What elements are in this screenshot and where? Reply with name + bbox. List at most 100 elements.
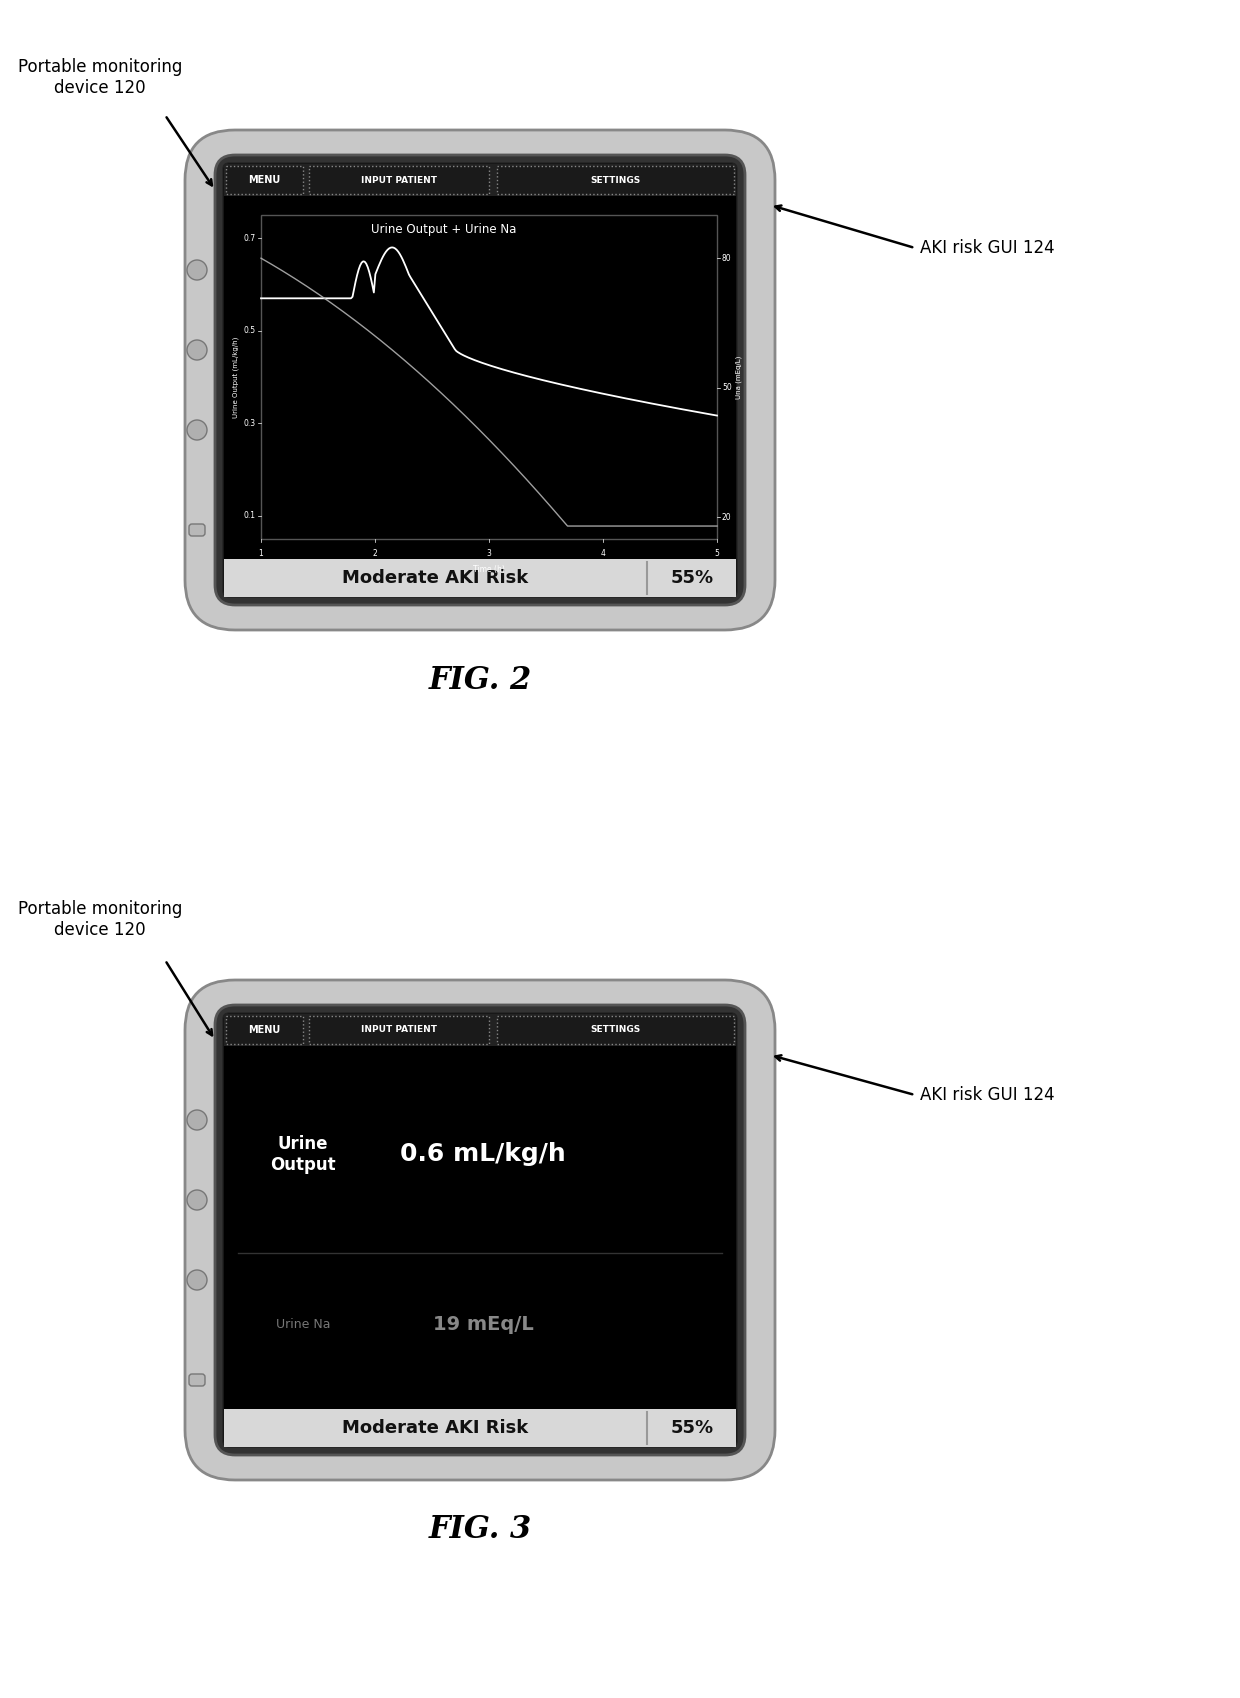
Point	[707, 1058, 727, 1085]
Point	[697, 1370, 717, 1397]
Point	[250, 1060, 270, 1087]
Point	[418, 253, 438, 280]
Point	[409, 1178, 429, 1206]
Point	[662, 1029, 682, 1056]
Point	[532, 531, 552, 559]
Point	[295, 367, 315, 394]
Point	[463, 520, 482, 547]
Point	[288, 180, 308, 207]
Point	[288, 1189, 308, 1216]
Point	[529, 1304, 549, 1331]
Point	[228, 163, 248, 190]
Point	[260, 1338, 280, 1365]
Point	[523, 365, 543, 392]
Point	[708, 533, 728, 560]
Point	[346, 1151, 366, 1178]
Point	[621, 173, 641, 200]
Point	[335, 280, 355, 307]
Point	[587, 222, 606, 250]
Point	[303, 177, 322, 204]
Point	[305, 1248, 325, 1275]
Point	[438, 1184, 458, 1211]
Point	[543, 1133, 563, 1160]
Point	[567, 1007, 587, 1034]
Point	[372, 1223, 392, 1250]
Point	[371, 329, 391, 357]
Point	[569, 1070, 589, 1097]
Point	[574, 550, 594, 577]
Point	[707, 236, 727, 263]
Point	[378, 309, 398, 336]
Point	[694, 178, 714, 205]
Point	[413, 233, 433, 260]
Point	[278, 1309, 298, 1336]
Point	[481, 158, 501, 185]
Point	[221, 1257, 241, 1284]
Point	[436, 1304, 456, 1331]
Point	[587, 542, 606, 569]
Point	[435, 1156, 455, 1184]
Point	[697, 1187, 717, 1214]
Point	[458, 377, 477, 404]
Point	[229, 190, 249, 217]
Point	[298, 1399, 317, 1426]
Point	[464, 1017, 484, 1044]
Point	[384, 185, 404, 212]
Point	[542, 498, 562, 525]
Point	[368, 338, 388, 365]
Point	[534, 1051, 554, 1078]
Point	[484, 202, 503, 229]
Point	[389, 375, 409, 402]
Point	[269, 1024, 289, 1051]
Point	[281, 1032, 301, 1060]
Point	[314, 182, 334, 209]
Point	[688, 1134, 708, 1161]
Point	[368, 1177, 388, 1204]
Point	[397, 1194, 417, 1221]
Point	[533, 467, 553, 494]
Point	[644, 408, 663, 435]
Point	[311, 1187, 331, 1214]
Point	[285, 1009, 305, 1036]
Point	[339, 535, 358, 562]
Point	[270, 1121, 290, 1148]
Point	[306, 1313, 326, 1340]
Point	[217, 1112, 237, 1139]
Point	[724, 278, 744, 306]
Point	[222, 1180, 242, 1207]
Point	[668, 431, 688, 458]
Point	[635, 1129, 655, 1156]
Point	[314, 187, 334, 214]
Point	[491, 1209, 511, 1236]
Point	[635, 1151, 655, 1178]
Point	[387, 545, 407, 572]
Point	[485, 1077, 505, 1104]
Point	[422, 217, 441, 245]
Point	[320, 1362, 340, 1389]
Point	[260, 511, 280, 538]
Point	[490, 277, 510, 304]
Point	[420, 1229, 440, 1257]
Point	[704, 518, 724, 545]
Point	[491, 1221, 511, 1248]
Point	[615, 267, 635, 294]
Point	[622, 1318, 642, 1345]
Point	[635, 1341, 655, 1369]
Point	[279, 1324, 299, 1352]
Point	[512, 265, 532, 292]
Point	[275, 1307, 295, 1335]
Point	[408, 445, 428, 472]
Point	[689, 1370, 709, 1397]
Point	[224, 207, 244, 234]
Point	[569, 1231, 589, 1258]
Point	[704, 367, 724, 394]
Point	[397, 1272, 417, 1299]
Point	[362, 1107, 382, 1134]
Point	[564, 1068, 584, 1095]
Point	[660, 567, 680, 594]
Point	[562, 531, 582, 559]
Point	[596, 1236, 616, 1263]
Point	[702, 1394, 722, 1421]
Point	[418, 421, 438, 448]
Point	[702, 290, 722, 318]
